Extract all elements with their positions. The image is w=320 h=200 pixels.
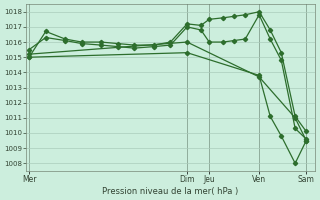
X-axis label: Pression niveau de la mer( hPa ): Pression niveau de la mer( hPa ) — [102, 187, 239, 196]
